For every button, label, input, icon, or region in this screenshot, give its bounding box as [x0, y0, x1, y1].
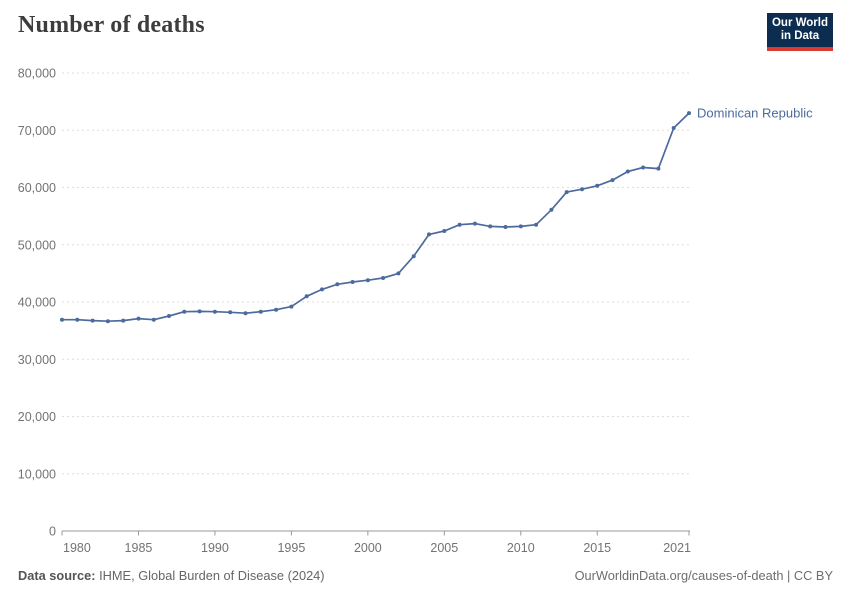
- data-point-marker: [625, 169, 630, 174]
- data-point-marker: [580, 187, 584, 192]
- data-point-marker: [427, 232, 431, 237]
- owid-logo: Our World in Data: [767, 13, 833, 51]
- data-point-marker: [503, 225, 508, 229]
- data-point-marker: [121, 318, 126, 323]
- y-tick-label: 40,000: [18, 296, 56, 310]
- x-tick-label: 1990: [201, 541, 229, 555]
- data-source-value: IHME, Global Burden of Disease (2024): [95, 568, 325, 583]
- data-point-marker: [258, 309, 263, 314]
- x-tick-label: 1995: [277, 541, 305, 555]
- data-point-marker: [411, 254, 416, 259]
- owid-logo-text: Our World in Data: [772, 17, 828, 43]
- y-tick-label: 70,000: [18, 124, 56, 138]
- data-point-marker: [641, 165, 646, 170]
- data-point-marker: [167, 314, 171, 318]
- series-entity-label[interactable]: Dominican Republic: [697, 106, 813, 121]
- data-point-marker: [274, 307, 279, 312]
- x-tick-label: 1985: [125, 541, 153, 555]
- data-point-marker: [90, 318, 95, 323]
- data-point-marker: [197, 309, 202, 314]
- x-tick-label: 2000: [354, 541, 382, 555]
- logo-line-1: Our World: [771, 17, 828, 29]
- data-point-marker: [442, 229, 447, 233]
- data-point-marker: [687, 111, 691, 116]
- x-tick-label: 2005: [430, 541, 458, 555]
- data-point-marker: [472, 221, 477, 226]
- data-point-marker: [335, 282, 340, 287]
- data-point-marker: [304, 294, 309, 299]
- data-point-marker: [549, 207, 554, 212]
- x-tick-label: 2015: [583, 541, 611, 555]
- data-point-marker: [243, 311, 248, 316]
- data-point-marker: [75, 317, 80, 322]
- data-point-marker: [350, 280, 355, 284]
- data-point-marker: [656, 166, 661, 171]
- x-tick-label: 2010: [507, 541, 535, 555]
- y-tick-label: 60,000: [18, 181, 56, 195]
- page-title: Number of deaths: [18, 12, 205, 38]
- data-point-marker: [457, 222, 462, 227]
- data-point-marker: [60, 317, 64, 322]
- data-point-marker: [518, 224, 523, 229]
- data-point-marker: [564, 190, 569, 195]
- data-point-marker: [182, 309, 187, 314]
- footer-license-link[interactable]: OurWorldinData.org/causes-of-death | CC …: [574, 568, 833, 583]
- x-tick-label: 2021: [663, 541, 691, 555]
- y-tick-label: 30,000: [18, 353, 56, 367]
- y-tick-label: 10,000: [18, 467, 56, 481]
- data-point-marker: [534, 222, 539, 227]
- logo-line-2: in Data: [780, 30, 820, 42]
- chart-footer: Data source: IHME, Global Burden of Dise…: [18, 568, 833, 583]
- data-point-marker: [610, 178, 615, 183]
- data-point-marker: [365, 278, 370, 283]
- data-point-marker: [381, 276, 386, 280]
- data-point-marker: [396, 271, 401, 276]
- data-line: [61, 112, 690, 323]
- y-tick-label: 80,000: [18, 67, 56, 81]
- data-point-marker: [151, 317, 156, 322]
- data-point-marker: [136, 316, 141, 321]
- data-point-marker: [212, 309, 217, 314]
- data-point-marker: [228, 310, 233, 315]
- y-tick-label: 50,000: [18, 238, 56, 252]
- data-point-marker: [289, 304, 294, 309]
- data-source: Data source: IHME, Global Burden of Dise…: [18, 568, 325, 583]
- x-tick-label: 1980: [63, 541, 91, 555]
- y-tick-label: 0: [49, 525, 56, 539]
- data-point-marker: [595, 183, 600, 188]
- data-point-marker: [105, 319, 110, 324]
- data-source-label: Data source:: [18, 568, 96, 583]
- y-tick-label: 20,000: [18, 410, 56, 424]
- data-point-marker: [320, 287, 324, 292]
- data-point-marker: [671, 126, 676, 130]
- data-point-marker: [488, 224, 493, 229]
